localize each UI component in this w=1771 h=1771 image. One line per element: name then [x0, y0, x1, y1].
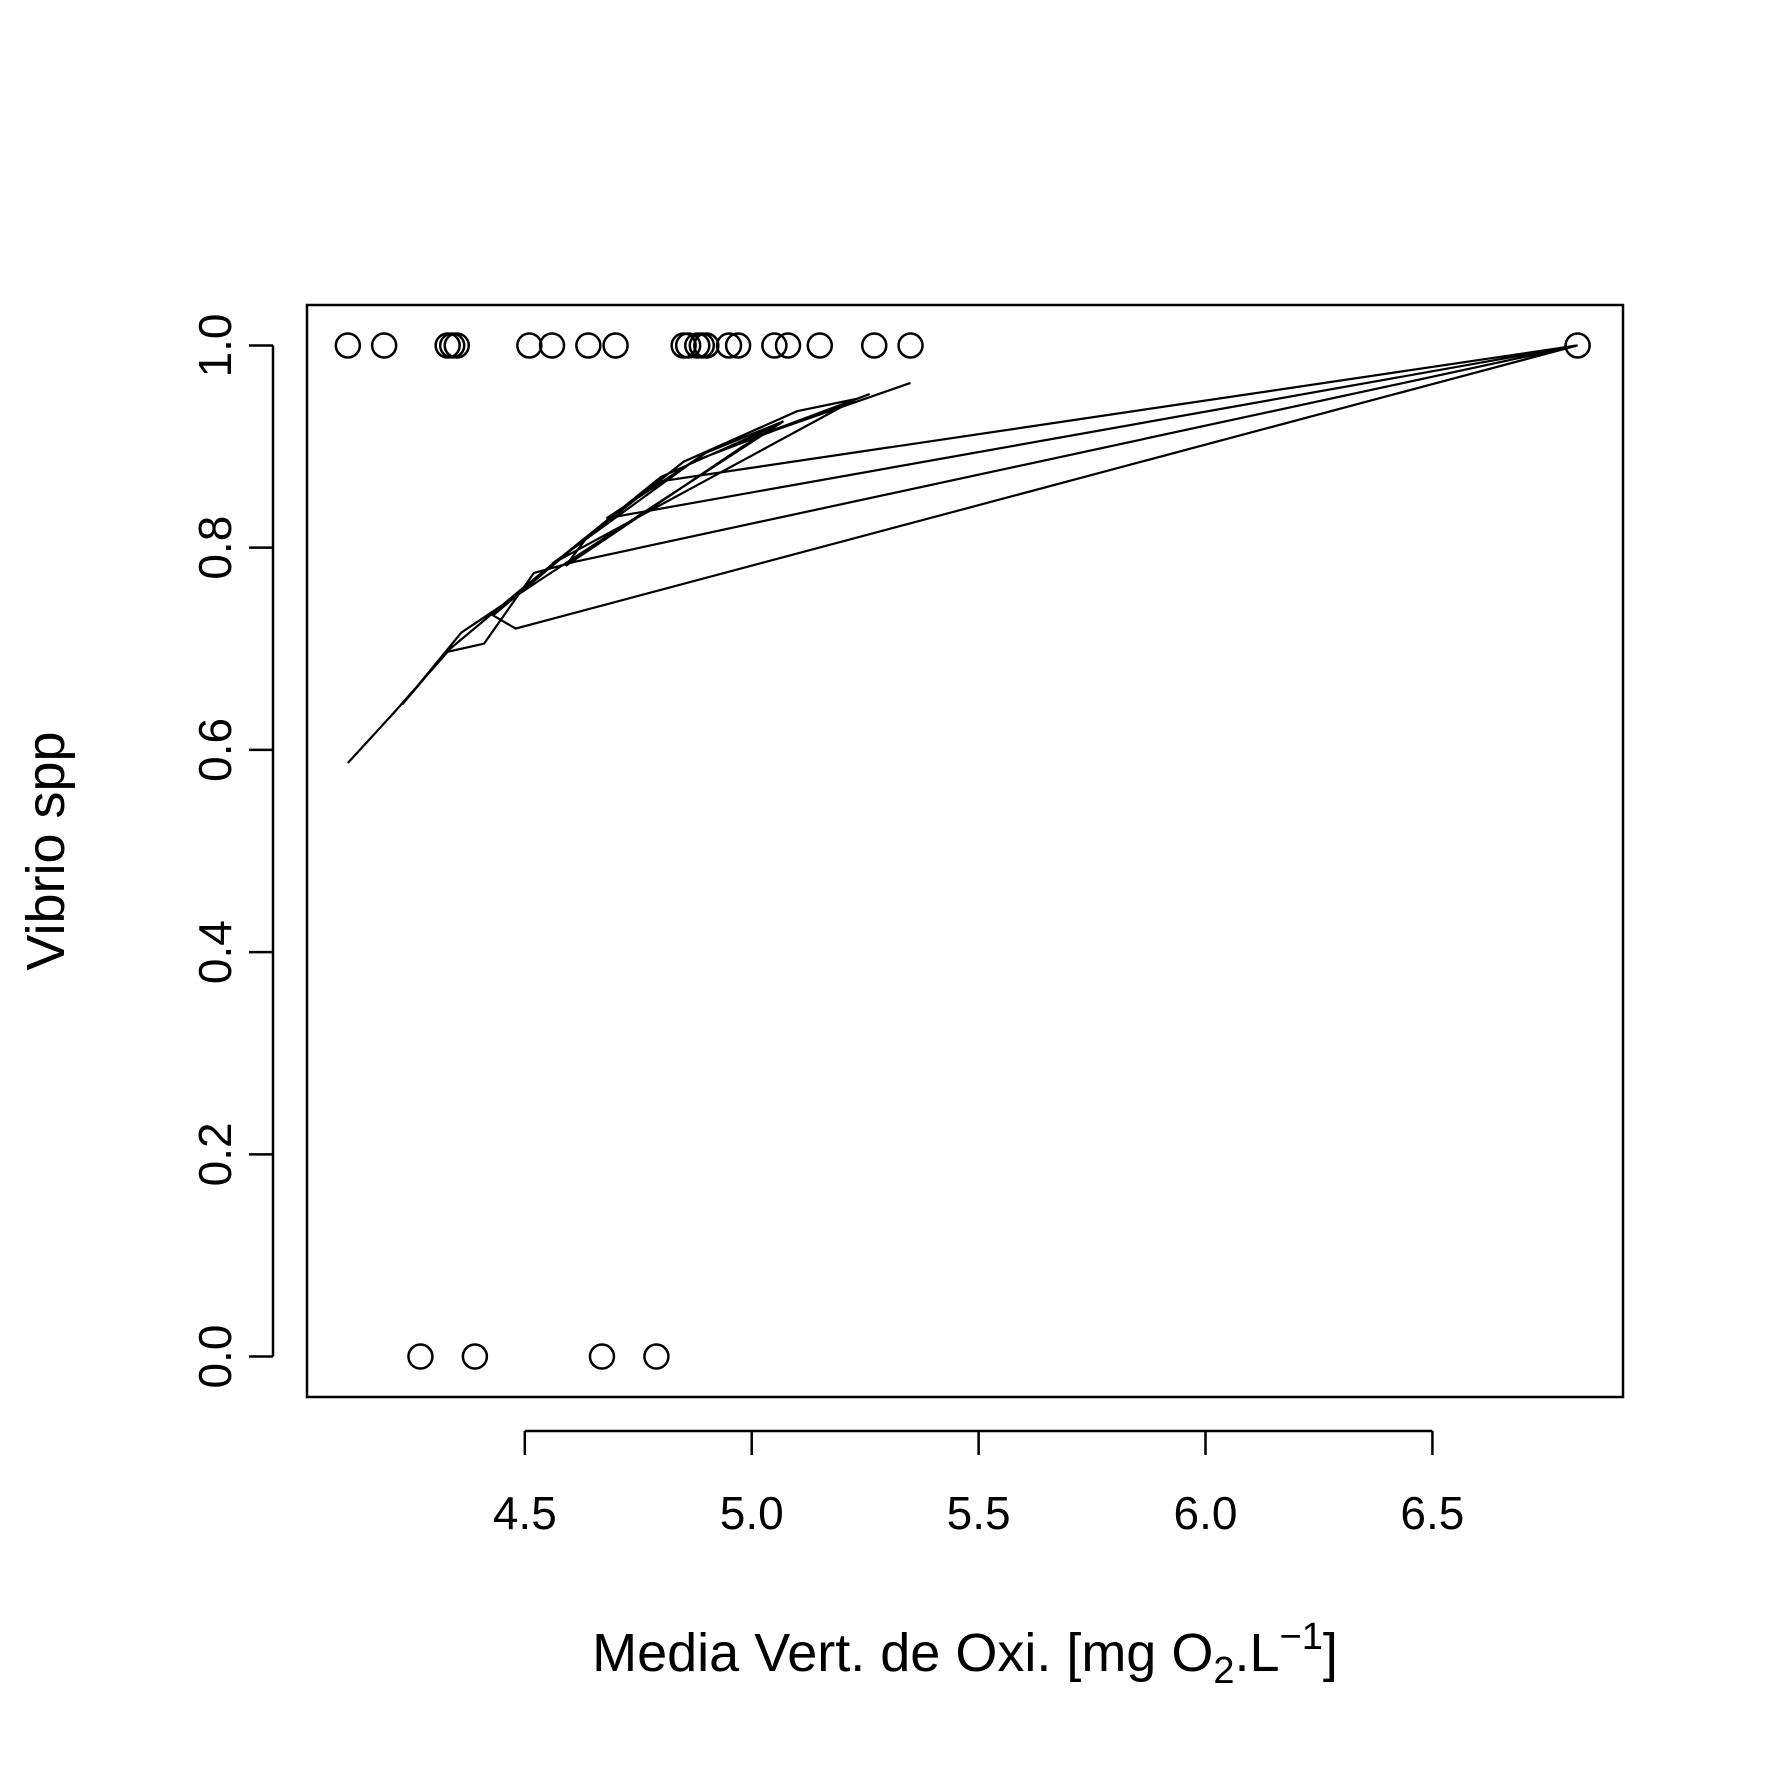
x-tick-label: 6.5: [1400, 1487, 1464, 1539]
y-tick-label: 0.0: [189, 1325, 241, 1389]
x-axis-title-main: Media Vert. de Oxi. [mg O: [592, 1623, 1213, 1683]
data-point: [674, 332, 702, 359]
data-point: [897, 332, 924, 359]
data-point: [370, 332, 398, 359]
data-point: [693, 332, 720, 359]
x-axis-title-superscript: −1: [1280, 1616, 1323, 1658]
data-point: [443, 332, 471, 359]
x-axis: 4.5 5.0 5.5 6.0 6.5: [493, 1429, 1464, 1539]
data-point: [575, 332, 602, 359]
y-axis: 0.0 0.2 0.4 0.6 0.8 1.0: [189, 313, 275, 1389]
data-point: [602, 332, 629, 359]
data-point: [715, 332, 743, 359]
data-point: [643, 1343, 670, 1370]
x-tick-label: 5.0: [720, 1487, 784, 1539]
points-series: [334, 332, 1591, 1370]
y-tick-label: 0.6: [189, 718, 241, 782]
x-axis-title-subscript: 2: [1213, 1650, 1234, 1692]
data-point: [588, 1343, 616, 1370]
y-axis-title: Vibrio spp: [16, 731, 76, 970]
data-point: [538, 332, 566, 359]
data-point: [860, 332, 888, 359]
data-point: [461, 1343, 489, 1370]
data-point: [516, 332, 543, 359]
x-axis-title: Media Vert. de Oxi. [mg O2.L−1]: [592, 1616, 1338, 1692]
y-tick-label: 0.8: [189, 516, 241, 580]
data-point: [1564, 332, 1591, 359]
plot-frame: [305, 303, 1625, 1399]
data-point: [724, 332, 752, 359]
x-axis-title-mid: .L: [1235, 1623, 1280, 1683]
x-tick-label: 6.0: [1174, 1487, 1238, 1539]
data-point: [806, 332, 834, 359]
data-point: [407, 1343, 434, 1370]
y-tick-label: 1.0: [189, 313, 241, 377]
data-point: [761, 332, 788, 359]
x-axis-title-end: ]: [1323, 1623, 1338, 1683]
x-tick-label: 4.5: [493, 1487, 557, 1539]
data-point: [334, 332, 362, 359]
y-tick-label: 0.4: [189, 920, 241, 984]
data-point: [774, 332, 802, 359]
y-tick-label: 0.2: [189, 1122, 241, 1186]
fitted-line-series: [346, 344, 1578, 764]
x-tick-label: 5.5: [947, 1487, 1011, 1539]
